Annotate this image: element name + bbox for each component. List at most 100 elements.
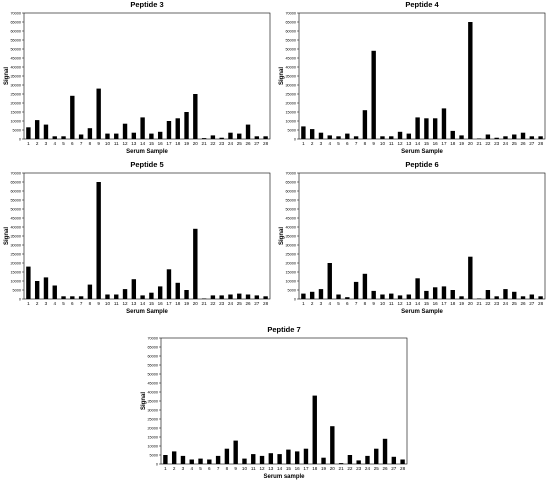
y-tick-label: 5000 <box>150 453 158 457</box>
bar-5 <box>336 136 341 139</box>
x-tick-label: 14 <box>277 466 283 471</box>
bar-12 <box>122 289 128 299</box>
y-tick-label: 70000 <box>285 171 296 175</box>
x-tick-label: 6 <box>346 141 349 146</box>
x-tick-label: 23 <box>219 301 225 306</box>
bar-5 <box>198 458 203 464</box>
y-tick-label: 30000 <box>285 243 296 247</box>
y-tick-label: 30000 <box>147 408 158 412</box>
bar-26 <box>382 438 388 464</box>
chart-panel-1: Peptide 3 0 5000 10000 15000 20000 25000 30000 3… <box>0 0 275 160</box>
bar-chart-3: Peptide 5 0 5000 10000 15000 20000 25000 30000 3… <box>4 160 271 315</box>
bar-28 <box>538 296 543 299</box>
bar-14 <box>415 278 420 299</box>
x-tick-label: 2 <box>173 466 176 471</box>
x-tick-label: 17 <box>303 466 309 471</box>
bar-18 <box>450 130 455 139</box>
x-tick-label: 6 <box>71 141 74 146</box>
bar-3 <box>318 289 324 299</box>
bar-8 <box>87 128 93 139</box>
y-tick-label: 5000 <box>13 128 21 132</box>
chart-title: Peptide 6 <box>405 160 438 169</box>
y-tick-label: 20000 <box>10 101 21 105</box>
x-tick-label: 14 <box>415 141 421 146</box>
y-tick-label: 5000 <box>13 288 21 292</box>
bar-7 <box>215 455 221 464</box>
bar-1 <box>301 293 306 299</box>
y-tick-label: 65000 <box>285 180 296 184</box>
x-axis-label: Serum Sample <box>401 149 443 155</box>
bar-21 <box>338 463 344 464</box>
bar-17 <box>441 108 447 139</box>
bar-16 <box>432 118 438 139</box>
x-tick-label: 22 <box>210 141 216 146</box>
x-tick-label: 28 <box>263 141 269 146</box>
bar-5 <box>61 296 66 299</box>
x-tick-label: 22 <box>485 141 491 146</box>
plot-area <box>23 12 271 140</box>
x-tick-label: 20 <box>468 141 474 146</box>
y-tick-label: 60000 <box>285 189 296 193</box>
x-tick-label: 24 <box>503 141 509 146</box>
x-tick-label: 26 <box>382 466 388 471</box>
y-tick-label: 25000 <box>285 92 296 96</box>
bar-4 <box>52 136 57 139</box>
y-tick-label: 0 <box>294 297 296 301</box>
y-tick-label: 10000 <box>285 119 296 123</box>
bar-7 <box>353 136 359 139</box>
x-tick-label: 19 <box>184 301 190 306</box>
x-tick-label: 13 <box>131 301 137 306</box>
x-tick-label: 10 <box>380 301 386 306</box>
x-tick-label: 21 <box>477 301 483 306</box>
x-tick-label: 15 <box>424 141 430 146</box>
x-tick-label: 5 <box>337 301 340 306</box>
bar-1 <box>26 266 31 299</box>
y-tick-label: 50000 <box>147 372 158 376</box>
x-tick-label: 13 <box>406 141 412 146</box>
bar-8 <box>87 284 93 299</box>
bar-27 <box>254 136 260 139</box>
bar-13 <box>406 133 412 139</box>
chart-panel-4: Peptide 6 0 5000 10000 15000 20000 25000 30000 3… <box>275 160 550 320</box>
x-tick-label: 4 <box>328 301 331 306</box>
x-tick-label: 20 <box>193 301 199 306</box>
y-tick-label: 20000 <box>285 261 296 265</box>
bar-11 <box>114 133 119 139</box>
bar-chart-2: Peptide 4 0 5000 10000 15000 20000 25000 30000 3… <box>279 0 546 155</box>
x-tick-label: 26 <box>520 141 526 146</box>
y-tick-label: 5000 <box>288 128 296 132</box>
y-tick-label: 0 <box>156 462 158 466</box>
y-tick-label: 55000 <box>10 198 21 202</box>
plot-area <box>23 172 271 300</box>
bar-16 <box>157 286 163 299</box>
bar-19 <box>184 112 189 139</box>
bar-8 <box>224 448 230 464</box>
y-tick-label: 35000 <box>10 74 21 78</box>
x-tick-label: 4 <box>53 141 56 146</box>
x-axis-label: Serum Sample <box>401 309 443 315</box>
x-tick-label: 8 <box>89 301 92 306</box>
bar-25 <box>237 293 242 299</box>
bar-12 <box>397 131 403 139</box>
y-tick-label: 20000 <box>10 261 21 265</box>
bar-20 <box>193 94 198 139</box>
y-tick-label: 15000 <box>285 270 296 274</box>
y-tick-label: 55000 <box>285 198 296 202</box>
bar-2 <box>34 120 40 139</box>
y-tick-label: 45000 <box>10 216 21 220</box>
bar-24 <box>228 294 233 299</box>
bar-25 <box>374 448 379 464</box>
y-tick-label: 0 <box>19 137 21 141</box>
bar-3 <box>180 455 186 464</box>
y-tick-label: 60000 <box>147 354 158 358</box>
x-tick-label: 18 <box>175 141 181 146</box>
bar-11 <box>389 136 394 139</box>
y-tick-label: 5000 <box>288 288 296 292</box>
x-tick-label: 2 <box>311 141 314 146</box>
x-tick-label: 9 <box>372 301 375 306</box>
bar-4 <box>52 285 57 299</box>
x-tick-label: 8 <box>226 466 229 471</box>
bar-3 <box>318 132 324 139</box>
bar-26 <box>245 124 251 139</box>
x-tick-label: 21 <box>202 301 208 306</box>
